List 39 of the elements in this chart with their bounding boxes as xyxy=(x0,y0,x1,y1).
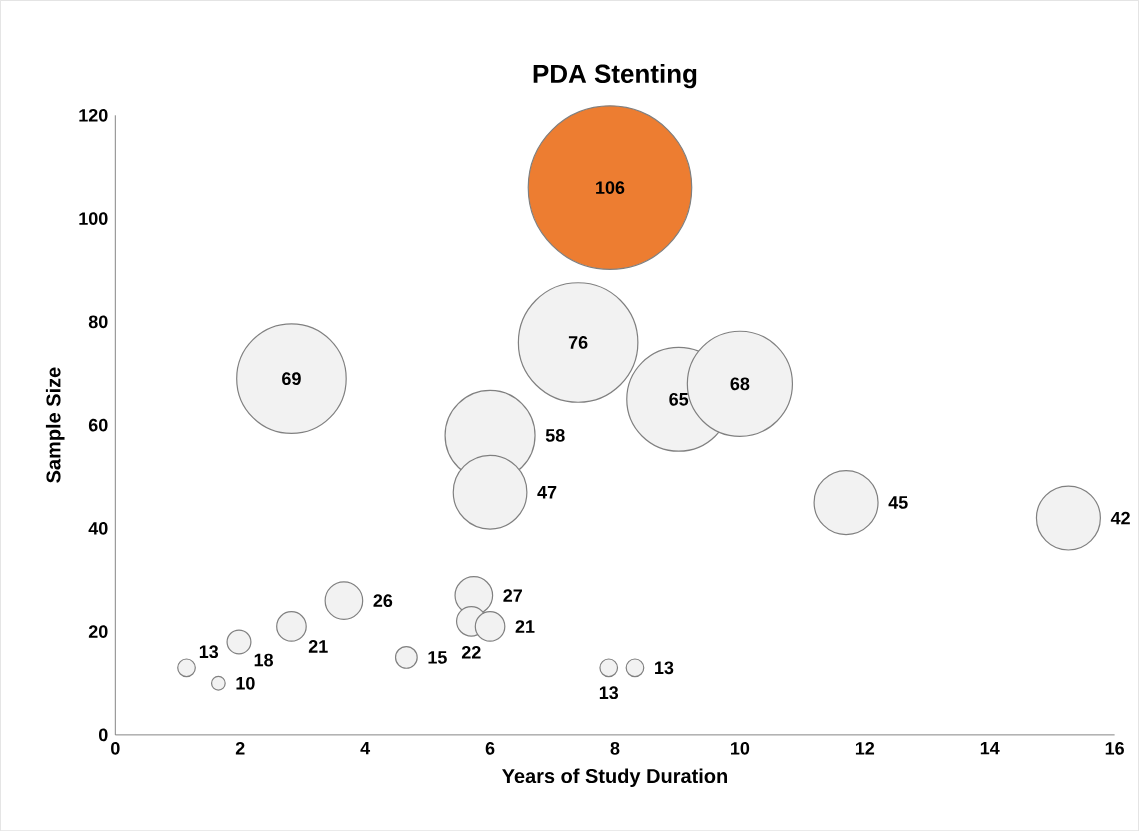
data-label: 76 xyxy=(568,336,588,349)
y-tick-label: 20 xyxy=(88,625,108,638)
data-label: 21 xyxy=(515,620,535,633)
data-label: 65 xyxy=(669,392,689,406)
data-label: 45 xyxy=(888,496,908,509)
x-tick-label: 2 xyxy=(235,741,245,755)
data-label: 106 xyxy=(596,181,625,194)
data-label: 21 xyxy=(308,639,328,653)
data-label: 69 xyxy=(282,372,301,385)
data-label: 26 xyxy=(373,594,393,607)
y-axis-title: Sample Size xyxy=(45,367,65,483)
y-tick-label: 120 xyxy=(79,108,108,122)
y-tick-label: 60 xyxy=(88,418,108,432)
x-tick-label: 10 xyxy=(731,741,750,755)
data-label: 13 xyxy=(655,661,674,675)
x-tick-label: 6 xyxy=(485,741,495,755)
data-label: 27 xyxy=(503,589,522,602)
x-tick-label: 4 xyxy=(360,741,371,755)
chart-title: PDA Stenting xyxy=(533,63,697,89)
data-label: 18 xyxy=(254,653,274,667)
data-label: 10 xyxy=(236,676,255,690)
data-label: 15 xyxy=(428,651,447,664)
data-label: 58 xyxy=(545,428,565,442)
x-tick-label: 12 xyxy=(855,741,875,755)
x-tick-label: 8 xyxy=(610,741,620,755)
data-label: 13 xyxy=(199,645,219,658)
x-axis-title: Years of Study Duration xyxy=(502,768,727,787)
y-tick-label: 100 xyxy=(79,212,108,225)
x-tick-label: 16 xyxy=(1105,741,1124,755)
y-tick-label: 0 xyxy=(98,728,108,742)
data-label: 68 xyxy=(730,377,750,391)
data-label: 47 xyxy=(537,485,557,499)
x-tick-label: 14 xyxy=(980,741,1000,755)
data-label: 22 xyxy=(461,645,481,659)
data-label: 42 xyxy=(1110,511,1130,525)
y-tick-label: 40 xyxy=(88,521,108,535)
data-label: 13 xyxy=(599,686,619,700)
x-tick-label: 0 xyxy=(111,741,120,755)
y-tick-label: 80 xyxy=(88,315,108,329)
